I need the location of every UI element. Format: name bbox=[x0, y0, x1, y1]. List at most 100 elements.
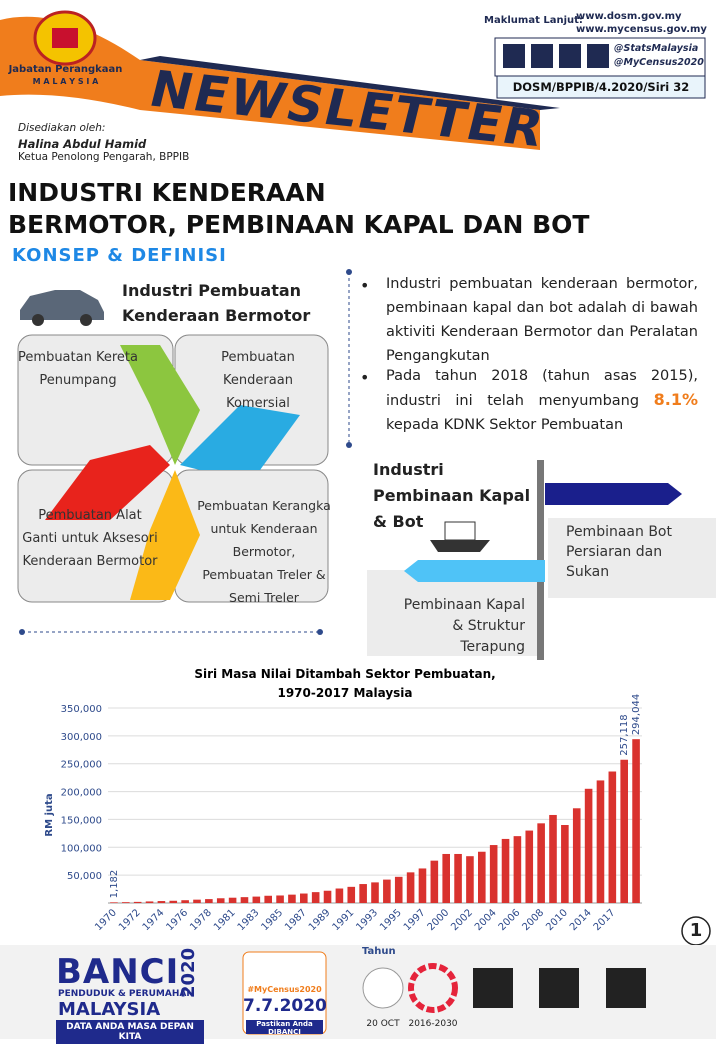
y-tick-label: 300,000 bbox=[61, 732, 102, 743]
qr-code bbox=[539, 968, 579, 1008]
bar bbox=[169, 900, 178, 903]
bar bbox=[276, 895, 284, 903]
section-heading: KONSEP & DEFINISI bbox=[12, 245, 227, 266]
bar bbox=[383, 879, 391, 903]
article-title: INDUSTRI KENDERAAN bbox=[8, 178, 326, 207]
chart: Siri Masa Nilai Ditambah Sektor Pembuata… bbox=[44, 667, 642, 933]
bar bbox=[240, 897, 249, 903]
car-wheel bbox=[32, 314, 44, 326]
census-word: BANCI bbox=[56, 952, 180, 992]
sign-arrow-right bbox=[545, 483, 682, 505]
bar bbox=[300, 893, 308, 903]
bar bbox=[205, 899, 213, 903]
bar bbox=[122, 902, 130, 903]
x-tick-label: 2010 bbox=[544, 907, 570, 933]
sign-box bbox=[548, 518, 716, 598]
census-badge bbox=[242, 951, 327, 1035]
bar bbox=[181, 900, 189, 903]
qr-code bbox=[606, 968, 646, 1008]
quadrant-label: Pembuatan Kerangka untuk Kenderaan Bermo… bbox=[197, 498, 331, 605]
value-label: 1,182 bbox=[109, 870, 120, 899]
author: Halina Abdul Hamid bbox=[18, 137, 147, 151]
y-tick-label: 150,000 bbox=[61, 815, 102, 826]
url[interactable]: www.mycensus.gov.my bbox=[576, 24, 707, 35]
x-tick-label: 2006 bbox=[497, 907, 523, 933]
x-tick-label: 1991 bbox=[331, 907, 357, 933]
x-tick-label: 1983 bbox=[236, 907, 262, 933]
chart-title: Siri Masa Nilai Ditambah Sektor Pembuata… bbox=[194, 667, 495, 681]
x-tick-label: 1989 bbox=[307, 907, 333, 933]
bullet: • bbox=[360, 276, 370, 295]
bar bbox=[145, 901, 154, 903]
url[interactable]: www.dosm.gov.my bbox=[576, 11, 682, 22]
hashtag: #MyCensus2020 bbox=[247, 985, 322, 994]
x-tick-label: 1987 bbox=[283, 907, 309, 933]
bar bbox=[216, 898, 225, 903]
chart-title: 1970-2017 Malaysia bbox=[277, 686, 412, 700]
sign-label: Pembinaan Kapal & Struktur Terapung bbox=[403, 597, 525, 655]
x-tick-label: 1974 bbox=[141, 907, 167, 933]
bar bbox=[323, 890, 332, 903]
x-tick-label: 2008 bbox=[520, 907, 546, 933]
reference-box bbox=[496, 75, 706, 99]
x-tick-label: 1970 bbox=[93, 907, 119, 933]
bar bbox=[406, 872, 415, 903]
divider-dot bbox=[317, 629, 323, 635]
y-tick-label: 250,000 bbox=[61, 760, 102, 771]
value-label: 257,118 bbox=[619, 714, 630, 755]
stats-day-logo bbox=[362, 967, 404, 1009]
bar bbox=[596, 780, 605, 903]
prepared-by: Disediakan oleh: bbox=[18, 122, 106, 134]
sign-label: Pembinaan Bot Persiaran dan Sukan bbox=[566, 524, 672, 580]
bar bbox=[489, 845, 498, 903]
org-name: Jabatan Perangkaan bbox=[8, 64, 123, 75]
arrow-blue bbox=[180, 405, 300, 470]
x-tick-label: 2017 bbox=[592, 907, 618, 933]
y-tick-label: 350,000 bbox=[61, 704, 102, 715]
page-number: 1 bbox=[689, 920, 703, 941]
social-handle: @MyCensus2020 bbox=[614, 57, 704, 68]
ship-heading: Industri bbox=[373, 460, 444, 479]
x-tick-label: 2014 bbox=[568, 907, 594, 933]
quadrant-label: Pembuatan Kenderaan Komersial bbox=[221, 350, 295, 411]
census-country: MALAYSIA bbox=[58, 999, 161, 1020]
y-tick-label: 200,000 bbox=[61, 788, 102, 799]
divider-dot bbox=[346, 442, 352, 448]
x-axis-title: Tahun bbox=[362, 946, 396, 957]
icon-instagram bbox=[531, 44, 553, 68]
bar bbox=[193, 899, 201, 903]
x-tick-label: 1993 bbox=[354, 907, 380, 933]
bar bbox=[478, 851, 486, 903]
author-title: Ketua Penolong Pengarah, BPPIB bbox=[18, 151, 190, 163]
ship-heading: & Bot bbox=[373, 512, 424, 531]
bar bbox=[359, 884, 367, 903]
motor-heading: Kenderaan Bermotor bbox=[122, 306, 311, 325]
bar bbox=[264, 895, 272, 903]
banner-edge bbox=[140, 56, 560, 110]
bar bbox=[584, 788, 593, 903]
x-tick-label: 1976 bbox=[164, 907, 190, 933]
census-slogan: DATA ANDA MASA DEPAN KITA bbox=[56, 1020, 204, 1044]
ship-heading: Pembinaan Kapal bbox=[373, 486, 531, 505]
bar bbox=[608, 771, 617, 903]
bar bbox=[632, 739, 640, 903]
bar bbox=[620, 759, 628, 903]
bar bbox=[394, 876, 403, 903]
reference: DOSM/BPPIB/4.2020/Siri 32 bbox=[512, 80, 690, 94]
quadrant-label: Pembuatan Kereta Penumpang bbox=[18, 350, 138, 388]
bar bbox=[501, 838, 510, 903]
census-year: 2020 bbox=[178, 947, 199, 998]
bar bbox=[157, 901, 166, 903]
bullet-text: Pada tahun 2018 (tahun asas 2015), indus… bbox=[386, 364, 698, 437]
x-tick-label: 2002 bbox=[449, 907, 475, 933]
x-tick-label: 1978 bbox=[188, 907, 214, 933]
car-icon bbox=[20, 290, 104, 320]
qr-code bbox=[473, 968, 513, 1008]
more-info-label: Maklumat Lanjut: bbox=[484, 15, 583, 26]
sdg-wheel bbox=[408, 963, 458, 1013]
bar bbox=[549, 814, 557, 903]
x-tick-label: 1981 bbox=[212, 907, 238, 933]
x-tick-label: 2004 bbox=[473, 907, 499, 933]
